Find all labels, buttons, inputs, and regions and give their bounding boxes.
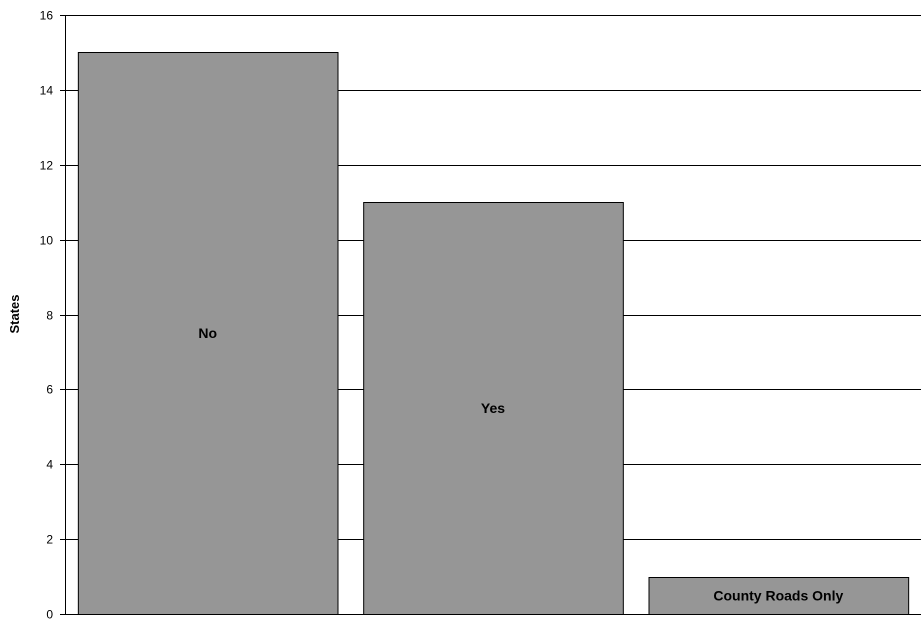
y-tick-label-3: 6 — [46, 383, 53, 397]
y-axis-title: States — [7, 294, 22, 333]
bars: No Yes County Roads Only — [77, 52, 910, 615]
bar-2 — [648, 577, 910, 615]
y-tick-label-0: 0 — [46, 608, 53, 619]
axes: 0 2 4 6 8 10 12 14 16 — [40, 9, 921, 619]
bar-0 — [77, 52, 339, 615]
y-tick-label-6: 12 — [40, 159, 54, 173]
y-tick-label-5: 10 — [40, 234, 54, 248]
bar-label-1: Yes — [481, 400, 505, 416]
y-tick-label-7: 14 — [40, 84, 54, 98]
y-tick-label-1: 2 — [46, 533, 53, 547]
y-tick-label-2: 4 — [46, 458, 53, 472]
bar-label-0: No — [198, 325, 217, 341]
bar-label-2: County Roads Only — [713, 587, 843, 603]
y-tick-label-8: 16 — [40, 9, 54, 23]
bar-1 — [363, 202, 624, 615]
y-tick-label-4: 8 — [46, 309, 53, 323]
